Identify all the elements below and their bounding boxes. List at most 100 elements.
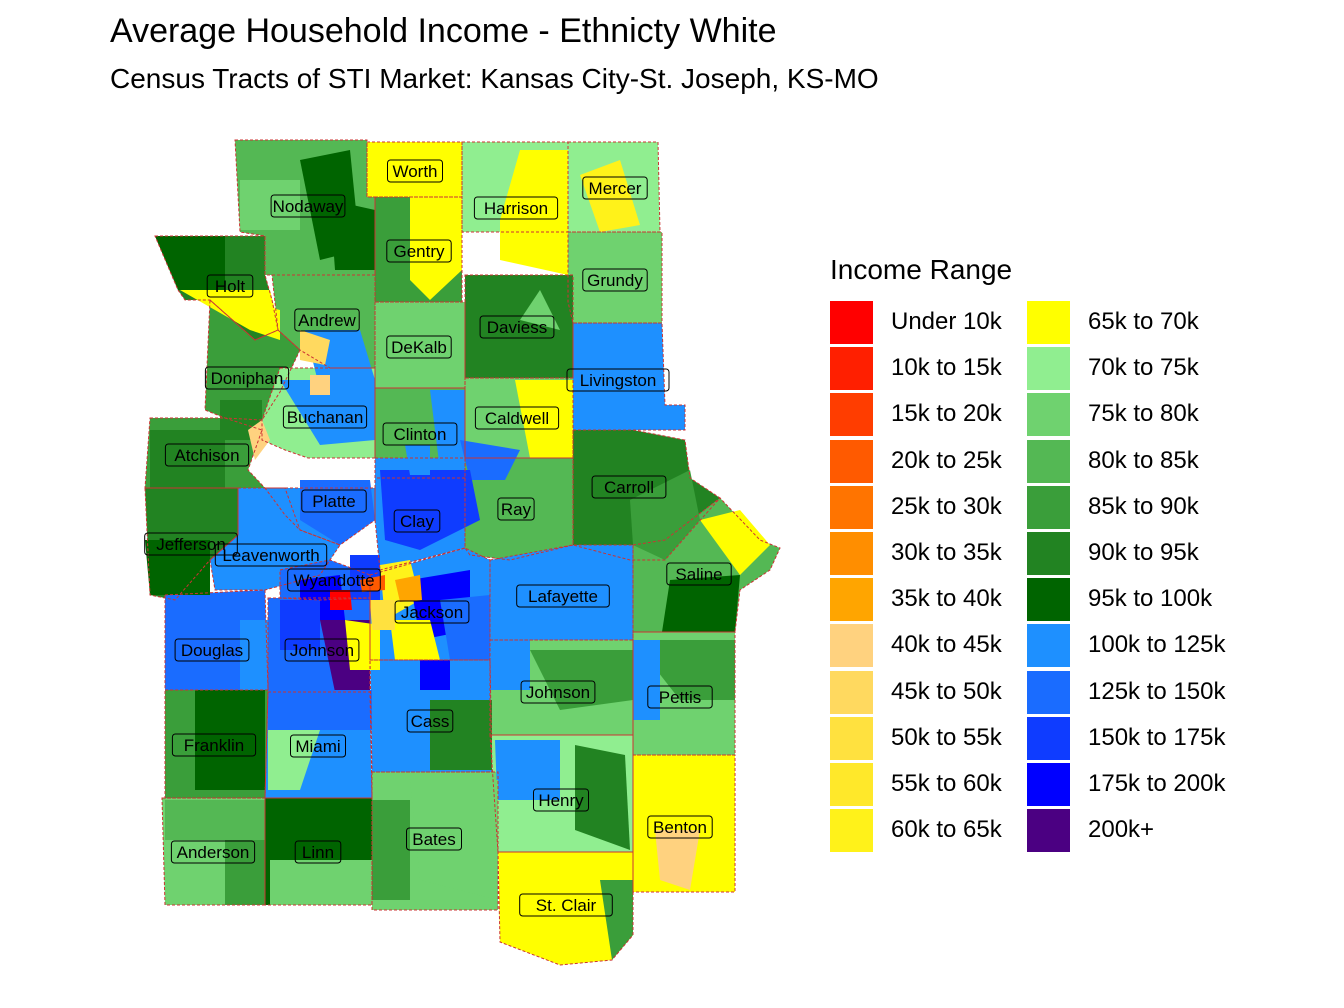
county-label-text: Franklin [184,736,244,755]
legend-swatch [830,716,873,760]
county-label: Henry [533,788,589,812]
county-label: Harrison [473,196,559,220]
county-boundary [264,691,373,799]
county-label: Leavenworth [214,543,328,567]
legend-title: Income Range [830,254,1013,285]
legend-label: 70k to 75k [1088,354,1199,382]
county-boundary [374,457,466,571]
tract-area [420,660,450,690]
tract-area [575,330,665,420]
county-label: Saline [666,562,732,586]
county-label-box [582,176,648,200]
county-label: Carroll [591,475,667,499]
county-label-text: Cass [411,712,450,731]
legend-label: 100k to 125k [1088,631,1226,659]
county-label-text: Nodaway [273,197,344,216]
legend-item: 200k+ [1027,808,1247,854]
tract-area [360,575,385,592]
legend-label: 90k to 95k [1088,539,1199,566]
tract-area [410,780,498,900]
county-label-text: Ray [501,500,532,519]
county-label-box [164,443,250,467]
county-label: Johnson [284,638,360,662]
legend-label: 30k to 35k [891,539,1002,566]
county-boundary [204,298,301,421]
county-label-box [591,475,667,499]
tract-area [580,160,640,232]
county-label-text: Johnson [526,683,590,702]
legend-swatch [1027,347,1070,391]
county-label-box [214,543,328,567]
county-label-box [170,840,256,864]
county-label: Andrew [294,308,360,332]
county-label-box [519,893,613,917]
county-label-text: Caldwell [485,409,549,428]
county-grundy [568,232,662,323]
county-label-text: Daviess [487,318,547,337]
county-label: Worth [387,159,443,183]
tract-area [240,620,268,690]
county-label-box [206,274,254,298]
county-label: Atchison [164,443,250,467]
legend-label: 55k to 60k [891,770,1002,797]
county-label-box [666,562,732,586]
county-label: Daviess [479,315,555,339]
county-label-text: Jackson [401,603,463,622]
legend-label: 50k to 55k [891,723,1002,751]
county-boundary [632,754,736,893]
county-label-text: Pettis [659,688,702,707]
county-label: St. Clair [519,893,613,917]
chart-title: Average Household Income - Ethnicty Whit… [110,12,777,50]
tract-area [370,600,395,630]
county-label-box [284,638,360,662]
county-label-box [382,422,458,446]
legend-label: 15k to 20k [891,400,1002,428]
legend-item: 150k to 175k [1027,716,1247,762]
tract-area [145,540,210,595]
county-label-text: Leavenworth [222,546,319,565]
legend-item: 85k to 90k [1027,485,1247,531]
tract-area [165,800,265,840]
tract-area [498,800,575,852]
county-label-box [516,584,610,608]
county-label: Grundy [582,268,648,292]
county-label-box [479,315,555,339]
legend-swatch [830,624,873,668]
legend-swatch [1027,393,1070,437]
county-label-text: Henry [538,791,584,810]
county-label: Mercer [582,176,648,200]
county-label-text: DeKalb [391,338,447,357]
legend-item: 35k to 40k [830,577,1050,623]
county-label: Miami [290,734,346,758]
tract-area [560,550,620,640]
county-label: Anderson [170,840,256,864]
legend-swatch [1027,578,1070,622]
legend-swatch [1027,301,1070,344]
legend-label: 200k+ [1088,816,1155,844]
county-label-text: Miami [295,737,340,756]
county-label-text: Lafayette [528,587,598,606]
tract-area [375,200,410,300]
county-label: Caldwell [474,406,560,430]
tract-area [405,445,430,475]
legend-label: 40k to 45k [891,631,1002,659]
legend-swatch [830,393,873,437]
county-label-text: Gentry [393,242,445,261]
legend-label: 10k to 15k [891,354,1002,382]
tract-area [372,690,430,760]
tract-area [268,690,372,730]
county-label-box [473,196,559,220]
county-label-text: Worth [392,162,437,181]
county-label: Holt [206,274,254,298]
county-label: Pettis [647,685,713,709]
county-label-text: Carroll [604,478,654,497]
county-label: Jackson [394,600,470,624]
county-label: Buchanan [282,405,368,429]
legend-swatch [830,485,873,529]
county-boundary [572,322,686,431]
county-dekalb [375,302,465,388]
legend-label: 85k to 90k [1088,492,1199,520]
legend-item: 55k to 60k [830,762,1050,808]
county-label-box [647,685,713,709]
